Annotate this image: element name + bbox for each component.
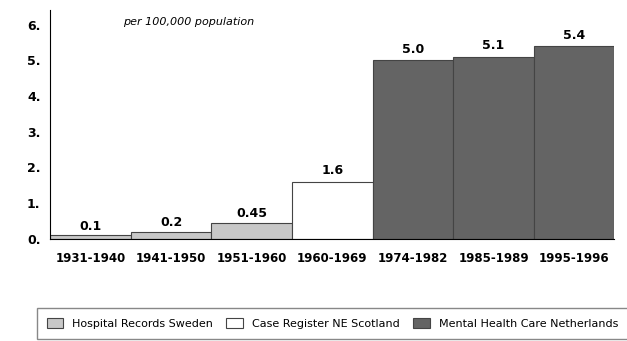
Bar xyxy=(131,232,211,239)
Text: 5.1: 5.1 xyxy=(482,39,505,53)
Text: 1.6: 1.6 xyxy=(321,164,344,177)
Text: per 100,000 population: per 100,000 population xyxy=(124,17,255,27)
Text: 0.2: 0.2 xyxy=(160,217,182,229)
Bar xyxy=(50,235,131,239)
Text: 0.45: 0.45 xyxy=(236,207,267,221)
Bar xyxy=(292,181,372,239)
Bar xyxy=(211,223,292,239)
Bar xyxy=(534,46,614,239)
Bar xyxy=(372,60,453,239)
Text: 5.4: 5.4 xyxy=(563,29,585,42)
Bar xyxy=(453,57,534,239)
Legend: Hospital Records Sweden, Case Register NE Scotland, Mental Health Care Netherlan: Hospital Records Sweden, Case Register N… xyxy=(36,308,627,339)
Text: 5.0: 5.0 xyxy=(402,43,424,56)
Text: 0.1: 0.1 xyxy=(80,220,102,233)
